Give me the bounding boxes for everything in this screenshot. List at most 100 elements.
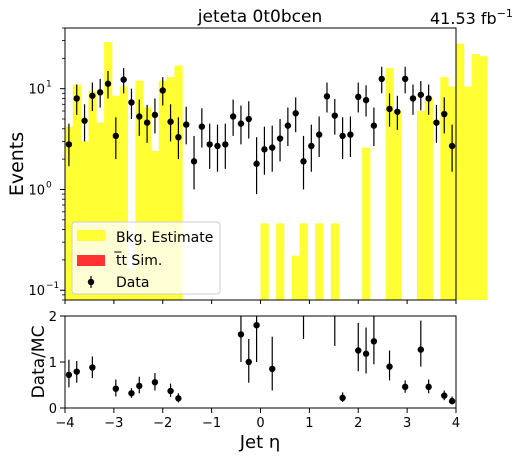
y-tick-exponent: −1 [46, 281, 59, 291]
ratio-point [355, 347, 362, 354]
lumi-label: 41.53 fb−1 [430, 7, 513, 28]
data-point [175, 133, 182, 141]
data-point [308, 142, 315, 150]
data-point [323, 93, 331, 100]
data-point [159, 87, 166, 94]
ratio-point [237, 331, 245, 338]
data-point [229, 113, 237, 120]
data-point [276, 135, 284, 142]
bkg-bars [65, 42, 488, 301]
data-point [222, 141, 229, 148]
bkg-bar [276, 223, 285, 300]
bkg-bar [456, 43, 465, 300]
ratio-point [167, 387, 174, 395]
bkg-bar [72, 84, 82, 300]
ratio-point [448, 397, 456, 405]
ratio-point [136, 382, 143, 390]
bkg-bar [260, 223, 269, 300]
x-tick-label: 4 [452, 416, 460, 431]
data-point [441, 110, 448, 118]
data-point [347, 131, 354, 138]
data-point [104, 80, 112, 87]
ratio-point [112, 385, 120, 392]
bkg-bar [111, 95, 121, 301]
bkg-bar [385, 68, 394, 301]
data-point [136, 113, 143, 120]
y-tick-label: 10 [28, 183, 45, 198]
bkg-bar [135, 80, 144, 300]
ratio-point [401, 383, 409, 391]
x-tick-label: −4 [55, 416, 74, 431]
data-point [237, 120, 245, 127]
data-point [425, 95, 432, 102]
data-point [143, 119, 151, 126]
legend-label-data: Data [116, 275, 149, 291]
x-axis-label: Jet η [239, 432, 281, 453]
data-points [65, 66, 456, 195]
data-point [386, 105, 393, 113]
bkg-bar [291, 255, 300, 300]
main-ylabel: Events [6, 132, 28, 196]
bkg-bar [448, 86, 457, 300]
ratio-point [425, 383, 432, 391]
ratio-point [362, 350, 370, 357]
ratio-point [269, 365, 276, 373]
data-point [409, 95, 417, 102]
data-point [89, 92, 96, 99]
data-point [315, 131, 323, 138]
ratio-point [89, 364, 96, 371]
data-point [183, 121, 190, 128]
data-point [261, 146, 268, 153]
ratio-point [65, 371, 73, 379]
bkg-bar [315, 223, 324, 300]
ratio-point [245, 358, 252, 366]
bkg-bar [96, 122, 105, 300]
bkg-bar [166, 77, 175, 301]
ratio-point [417, 346, 425, 353]
data-point [190, 158, 198, 165]
data-point [300, 158, 307, 165]
bkg-bar [104, 42, 113, 301]
data-point [448, 142, 456, 150]
data-point [73, 95, 80, 102]
bkg-bar [80, 141, 89, 300]
ratio-y-tick-label: 1 [49, 356, 57, 371]
ratio-point [370, 338, 378, 345]
data-point [370, 122, 378, 129]
data-point [96, 89, 104, 96]
bkg-bar [424, 98, 433, 301]
ratio-axes: 0 1 2 −4 −3 −2 −1 0 1 2 3 4 [49, 310, 460, 431]
bkg-bar [471, 54, 480, 300]
bkg-bar [393, 111, 402, 300]
x-tick-label: −1 [202, 416, 221, 431]
ratio-frame [64, 315, 457, 409]
data-point [198, 123, 206, 130]
bkg-bar [88, 90, 97, 301]
data-point [81, 117, 88, 124]
data-point [292, 110, 299, 117]
x-tick-label: −3 [104, 416, 123, 431]
legend-marker-data [87, 278, 95, 286]
y-tick-label: 10 [28, 83, 45, 98]
data-point [269, 144, 276, 151]
data-point [378, 75, 385, 83]
data-point [65, 141, 73, 148]
ratio-point [441, 392, 448, 399]
legend-swatch-ttbar [77, 255, 105, 266]
bkg-bar [119, 86, 128, 300]
y-tick-exponent: 0 [46, 180, 52, 190]
bkg-bar [299, 223, 308, 300]
data-point [245, 115, 252, 123]
data-point [214, 142, 221, 150]
ratio-point [73, 368, 80, 375]
x-tick-label: 0 [256, 416, 264, 431]
ratio-point [128, 390, 135, 397]
x-tick-label: 1 [305, 416, 313, 431]
ratio-y-tick-label: 0 [49, 402, 57, 417]
data-point [151, 111, 159, 119]
data-point [120, 76, 127, 83]
data-point [331, 112, 338, 119]
ratio-point [253, 322, 260, 329]
